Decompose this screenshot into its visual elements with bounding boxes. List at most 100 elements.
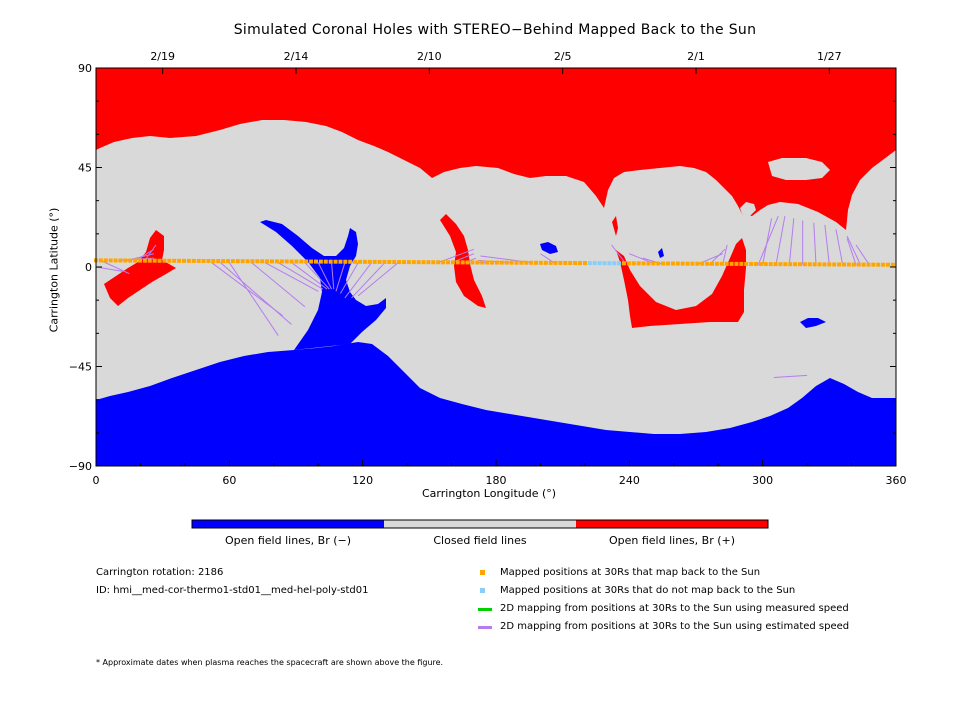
carrington-rotation: Carrington rotation: 2186	[96, 567, 224, 578]
mapping-line	[335, 262, 346, 292]
mapped-point	[182, 258, 186, 263]
mapped-point	[362, 259, 367, 264]
mapped-point	[177, 258, 182, 263]
mapping-line	[835, 229, 844, 265]
y-tick-label: 90	[78, 62, 92, 75]
mapped-point	[211, 259, 216, 264]
mapped-point	[436, 260, 441, 265]
mapped-point	[744, 261, 749, 266]
mapped-point	[323, 259, 328, 264]
mapped-point	[519, 260, 524, 265]
mapped-point	[113, 258, 118, 263]
mapped-point	[152, 258, 157, 263]
mapped-point	[98, 258, 103, 263]
mapping-line	[277, 262, 323, 290]
mapped-point	[832, 262, 837, 267]
mapped-point	[191, 258, 196, 263]
mapping-line	[855, 244, 870, 266]
colorbar-label-closed: Closed field lines	[433, 534, 527, 547]
mapped-point	[710, 261, 714, 266]
mapping-line	[95, 266, 123, 272]
mapping-line	[228, 262, 279, 336]
mapped-point	[622, 261, 626, 266]
axes: 0 60 120 180 240 300 360 −90 −45 0 45 90 2/19 2/14 2/1…	[69, 50, 907, 487]
mapped-point	[485, 260, 490, 265]
colorbar-label-positive: Open field lines, Br (+)	[608, 534, 736, 547]
mapped-point	[338, 259, 343, 264]
mapped-point	[260, 259, 265, 264]
mapped-point	[103, 258, 108, 263]
south-negative-coronal-hole	[96, 342, 896, 466]
positive-hole-west	[104, 230, 176, 306]
mapped-point	[446, 260, 450, 265]
mapping-line	[317, 262, 333, 290]
mapped-point	[846, 262, 851, 267]
mapped-point	[749, 261, 754, 266]
unmapped-point	[602, 261, 607, 266]
mapped-point	[842, 262, 846, 267]
colorbar	[191, 519, 769, 529]
field-regions	[96, 68, 896, 466]
closed-island	[768, 158, 830, 180]
mapped-point	[851, 262, 856, 267]
mapping-line	[451, 253, 474, 264]
mapping-line	[757, 215, 779, 265]
mapped-point	[886, 262, 890, 267]
colorbar-label-negative: Open field lines, Br (−)	[224, 534, 352, 547]
x-tick-label: 0	[93, 474, 100, 487]
mapped-point	[558, 260, 563, 265]
mapping-line	[144, 244, 157, 261]
mapping-line	[340, 262, 359, 294]
top-date-label: 2/19	[150, 50, 175, 63]
mapped-point	[670, 261, 675, 266]
mapped-point	[758, 262, 763, 267]
mapping-line	[846, 235, 861, 265]
mapped-point	[538, 260, 543, 265]
positive-hole-east	[616, 238, 746, 328]
mapped-point	[548, 260, 553, 265]
mapped-point	[754, 262, 758, 267]
mapped-point	[778, 262, 783, 267]
mapped-point	[245, 259, 250, 264]
mapping-line	[357, 262, 399, 297]
mapped-point	[773, 262, 778, 267]
mapped-point	[856, 262, 861, 267]
mapped-point	[382, 259, 387, 264]
mapped-point	[490, 260, 494, 265]
mapped-point	[881, 262, 886, 267]
mapping-line	[611, 244, 626, 263]
mapping-line	[304, 262, 330, 290]
mapped-point	[685, 261, 690, 266]
model-id: ID: hmi__med-cor-thermo1-std01__med-hel-…	[96, 585, 369, 596]
unmapped-point	[587, 261, 592, 266]
mapped-point	[348, 259, 353, 264]
mapped-point	[216, 259, 221, 264]
mapped-point	[729, 261, 734, 266]
mapped-point	[837, 262, 842, 267]
purple-line-icon	[478, 626, 492, 629]
mapped-point	[798, 262, 802, 267]
mapped-point	[470, 260, 475, 265]
north-positive-coronal-hole	[96, 68, 896, 230]
y-tick-label: 45	[78, 162, 92, 175]
mapped-point	[230, 259, 235, 264]
colorbar-segment	[384, 520, 576, 528]
mapped-point	[705, 261, 710, 266]
mapped-point	[827, 262, 832, 267]
mapped-point	[406, 260, 411, 265]
mapped-point	[788, 262, 793, 267]
mapped-point	[142, 258, 147, 263]
orange-square-icon	[480, 570, 485, 575]
mapped-point	[128, 258, 133, 263]
mapped-point	[186, 258, 191, 263]
mapped-point	[817, 262, 822, 267]
mapped-point	[333, 259, 338, 264]
mapped-point	[402, 260, 406, 265]
mapped-point	[206, 258, 211, 263]
mapped-point	[646, 261, 651, 266]
mapped-point	[807, 262, 812, 267]
mapped-point	[460, 260, 465, 265]
mapped-point	[641, 261, 646, 266]
mapping-line	[629, 253, 652, 264]
